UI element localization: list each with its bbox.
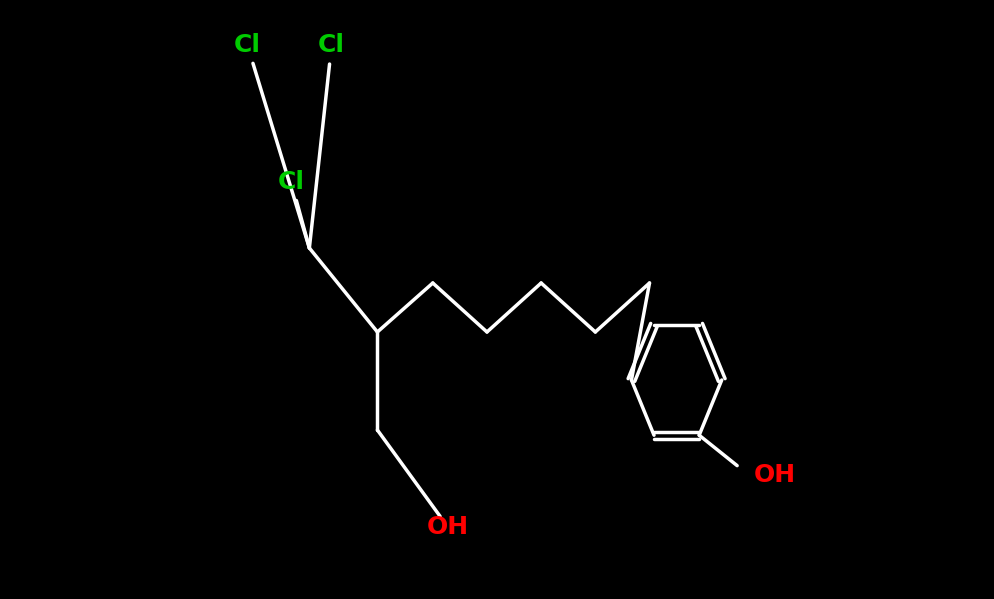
Text: Cl: Cl	[277, 170, 304, 194]
Text: Cl: Cl	[234, 33, 260, 57]
Text: OH: OH	[426, 515, 468, 539]
Text: OH: OH	[752, 463, 795, 487]
Text: Cl: Cl	[318, 33, 345, 57]
